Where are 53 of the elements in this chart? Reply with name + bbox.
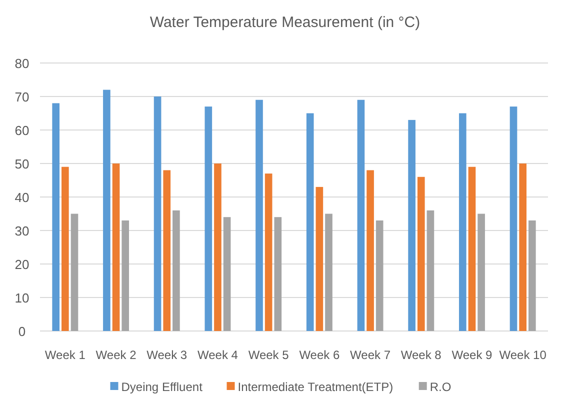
legend-label: Dyeing Effluent — [121, 380, 204, 394]
bar — [154, 96, 162, 331]
bar — [510, 106, 518, 331]
bar — [316, 186, 324, 331]
y-tick-label: 20 — [14, 257, 30, 272]
y-tick-label: 80 — [14, 56, 30, 71]
y-tick-label: 40 — [14, 190, 30, 205]
bar — [274, 217, 282, 331]
x-tick-label: Week 3 — [146, 348, 188, 362]
x-tick-label: Week 1 — [44, 348, 86, 362]
y-tick-label: 0 — [18, 324, 26, 339]
x-tick-label: Week 9 — [452, 348, 493, 362]
bar — [366, 170, 374, 331]
bar — [204, 106, 212, 331]
x-tick-label: Week 5 — [248, 348, 290, 362]
legend-label: R.O — [430, 380, 452, 394]
bar — [223, 217, 231, 331]
y-tick-label: 60 — [14, 123, 30, 138]
chart-title: Water Temperature Measurement (in °C) — [150, 14, 420, 31]
bar — [417, 176, 425, 331]
legend-label: Intermediate Treatment(ETP) — [238, 380, 394, 394]
bar — [172, 210, 180, 331]
bar — [163, 170, 171, 331]
bar — [306, 113, 314, 331]
bar — [357, 100, 365, 331]
bar — [408, 120, 416, 331]
bar — [376, 220, 384, 331]
x-tick-label: Week 8 — [400, 348, 442, 362]
y-tick-label: 30 — [14, 224, 30, 238]
y-tick-label: 50 — [14, 156, 30, 172]
bar — [426, 210, 434, 331]
bar — [70, 214, 78, 331]
bar — [122, 220, 130, 331]
bar — [62, 166, 69, 331]
x-tick-label: Week 4 — [197, 348, 238, 362]
bar — [468, 166, 476, 331]
bar — [214, 164, 222, 331]
x-tick-label: Week 7 — [350, 348, 391, 362]
bar — [112, 164, 120, 331]
bar — [103, 90, 110, 331]
x-tick-label: Week 6 — [299, 348, 340, 362]
x-tick-label: Week 10 — [499, 348, 547, 362]
bar — [325, 214, 332, 331]
bar — [519, 164, 526, 331]
bar — [264, 174, 272, 331]
bar — [52, 103, 60, 331]
bar — [478, 214, 485, 331]
bar — [458, 113, 466, 331]
y-tick-label: 70 — [14, 90, 30, 104]
bar — [528, 220, 536, 331]
x-tick-label: Week 2 — [96, 348, 137, 362]
y-tick-label: 10 — [14, 290, 30, 306]
bar — [256, 100, 263, 331]
